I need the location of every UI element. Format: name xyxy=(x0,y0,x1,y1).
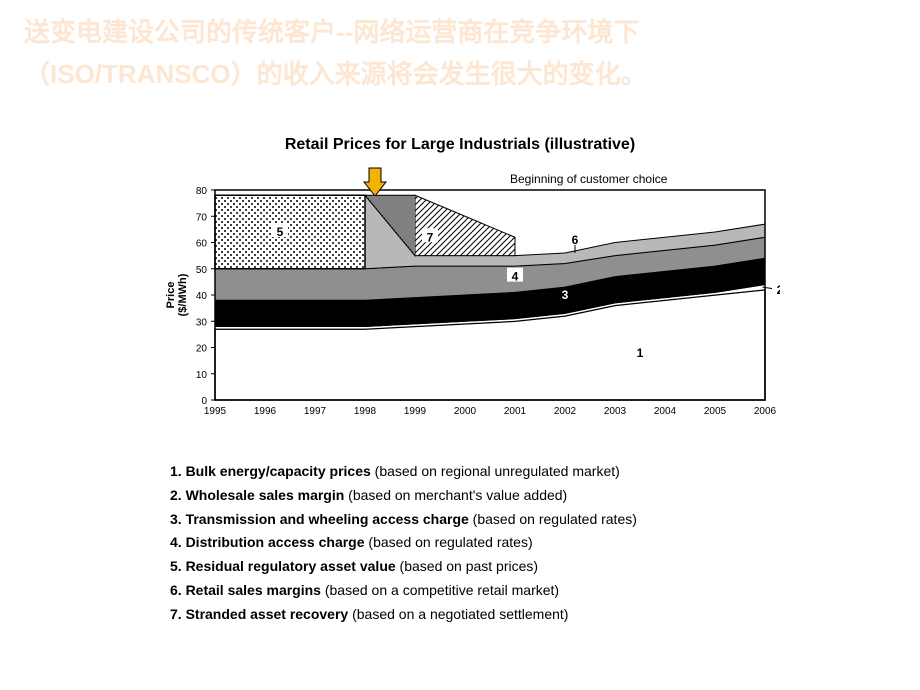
svg-text:2001: 2001 xyxy=(504,406,527,417)
legend-item-3: 3. Transmission and wheeling access char… xyxy=(170,508,810,532)
svg-text:2: 2 xyxy=(777,283,780,297)
svg-text:2004: 2004 xyxy=(654,406,677,417)
svg-text:1996: 1996 xyxy=(254,406,277,417)
series-label-2: 2 xyxy=(772,281,780,297)
legend-item-label: 3. Transmission and wheeling access char… xyxy=(170,511,469,527)
svg-text:2000: 2000 xyxy=(454,406,477,417)
svg-text:6: 6 xyxy=(572,233,579,247)
svg-text:($/MWh): ($/MWh) xyxy=(177,273,189,316)
svg-text:10: 10 xyxy=(196,370,208,381)
legend-item-5: 5. Residual regulatory asset value (base… xyxy=(170,555,810,579)
legend-item-desc: (based on a negotiated settlement) xyxy=(348,606,568,622)
svg-text:2006: 2006 xyxy=(754,406,777,417)
svg-text:60: 60 xyxy=(196,239,208,250)
svg-text:50: 50 xyxy=(196,265,208,276)
svg-text:1: 1 xyxy=(637,346,644,360)
area-5 xyxy=(215,195,365,269)
series-label-7: 7 xyxy=(422,228,438,244)
legend-item-2: 2. Wholesale sales margin (based on merc… xyxy=(170,484,810,508)
legend-item-desc: (based on merchant's value added) xyxy=(344,487,567,503)
legend-item-desc: (based on a competitive retail market) xyxy=(321,582,559,598)
y-axis-label: Price($/MWh) xyxy=(165,273,189,316)
legend-item-label: 1. Bulk energy/capacity prices xyxy=(170,463,371,479)
chart-container: 0102030405060708019951996199719981999200… xyxy=(160,160,780,420)
legend-item-desc: (based on past prices) xyxy=(396,558,538,574)
series-label-4: 4 xyxy=(507,268,523,284)
legend-item-label: 5. Residual regulatory asset value xyxy=(170,558,396,574)
legend-item-label: 6. Retail sales margins xyxy=(170,582,321,598)
legend-item-label: 2. Wholesale sales margin xyxy=(170,487,344,503)
svg-text:1995: 1995 xyxy=(204,406,227,417)
legend-item-label: 4. Distribution access charge xyxy=(170,534,365,550)
svg-text:40: 40 xyxy=(196,291,208,302)
legend-item-label: 7. Stranded asset recovery xyxy=(170,606,348,622)
svg-text:3: 3 xyxy=(562,288,569,302)
chinese-title: 送变电建设公司的传统客户--网络运营商在竞争环境下 （ISO/TRANSCO）的… xyxy=(24,12,896,95)
legend-item-desc: (based on regulated rates) xyxy=(365,534,533,550)
svg-text:70: 70 xyxy=(196,212,208,223)
svg-text:5: 5 xyxy=(277,225,284,239)
annotation-text: Beginning of customer choice xyxy=(510,172,668,186)
legend-list: 1. Bulk energy/capacity prices (based on… xyxy=(170,460,810,627)
series-label-5: 5 xyxy=(272,223,288,239)
legend-item-4: 4. Distribution access charge (based on … xyxy=(170,531,810,555)
series-label-1: 1 xyxy=(632,344,648,360)
svg-text:1998: 1998 xyxy=(354,406,377,417)
svg-text:20: 20 xyxy=(196,344,208,355)
svg-text:1999: 1999 xyxy=(404,406,427,417)
svg-text:Price: Price xyxy=(165,282,177,309)
svg-text:1997: 1997 xyxy=(304,406,327,417)
chart-title: Retail Prices for Large Industrials (ill… xyxy=(0,136,920,154)
legend-item-desc: (based on regional unregulated market) xyxy=(371,463,620,479)
arrow-down-icon xyxy=(364,168,386,196)
stacked-area-chart: 0102030405060708019951996199719981999200… xyxy=(160,160,780,420)
series-label-3: 3 xyxy=(562,288,569,302)
svg-text:2003: 2003 xyxy=(604,406,627,417)
svg-text:80: 80 xyxy=(196,186,208,197)
svg-text:2005: 2005 xyxy=(704,406,727,417)
legend-item-1: 1. Bulk energy/capacity prices (based on… xyxy=(170,460,810,484)
area-7 xyxy=(415,195,515,255)
svg-text:30: 30 xyxy=(196,317,208,328)
svg-text:4: 4 xyxy=(512,270,519,284)
series-label-6: 6 xyxy=(567,231,583,247)
legend-item-6: 6. Retail sales margins (based on a comp… xyxy=(170,579,810,603)
legend-item-7: 7. Stranded asset recovery (based on a n… xyxy=(170,603,810,627)
svg-text:2002: 2002 xyxy=(554,406,577,417)
svg-text:7: 7 xyxy=(427,230,434,244)
legend-item-desc: (based on regulated rates) xyxy=(469,511,637,527)
